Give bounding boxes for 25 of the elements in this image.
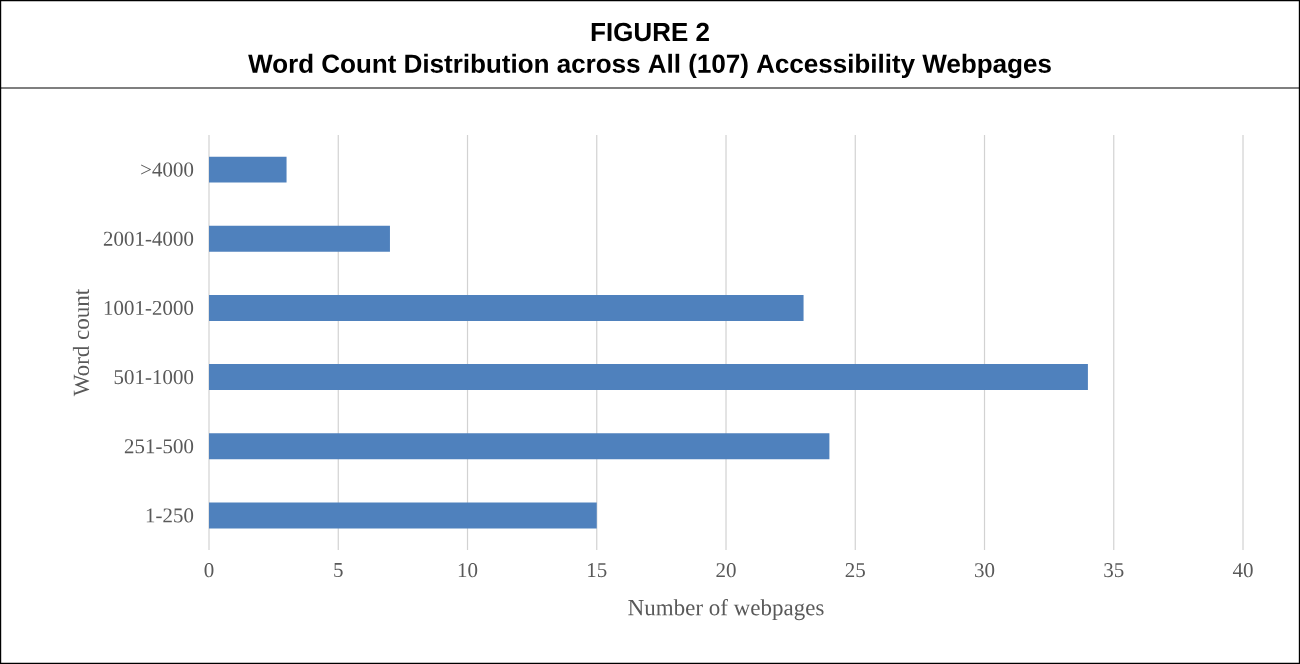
y-tick-label: 251-500: [124, 439, 194, 454]
x-tick-label: 40: [1232, 563, 1253, 578]
x-tick-label: 25: [845, 563, 865, 578]
bar: [209, 225, 390, 252]
y-axis-title: Word count: [72, 288, 90, 397]
bar: [209, 156, 287, 183]
bar: [209, 433, 830, 460]
x-tick-label: 5: [334, 563, 343, 578]
x-tick-label: 0: [204, 563, 214, 578]
y-tick-label: >4000: [141, 162, 194, 177]
chart-subtitle: Word Count Distribution across All (107) Accessibility Webpages: [248, 53, 1051, 79]
x-tick-label: 10: [458, 563, 478, 578]
x-tick-label: 20: [716, 563, 736, 578]
bar: [209, 294, 804, 321]
bar: [209, 502, 597, 529]
x-tick-label: 35: [1104, 563, 1124, 578]
x-tick-label: 15: [588, 563, 607, 578]
y-tick-label: 501-1000: [114, 370, 194, 385]
y-tick-label: 1001-2000: [104, 300, 194, 316]
y-tick-label: 2001-4000: [103, 231, 194, 246]
y-tick-label: 1-250: [146, 508, 194, 523]
bar: [209, 364, 1088, 391]
x-axis-title: Number of webpages: [628, 598, 824, 621]
x-tick-label: 30: [975, 563, 995, 578]
chart-title: FIGURE 2: [591, 22, 709, 42]
